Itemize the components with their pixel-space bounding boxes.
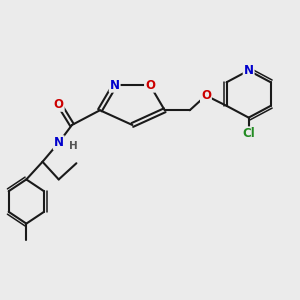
Text: H: H bbox=[69, 141, 78, 151]
Text: N: N bbox=[54, 136, 64, 149]
Text: N: N bbox=[244, 64, 254, 77]
Text: N: N bbox=[110, 79, 120, 92]
Text: O: O bbox=[145, 79, 155, 92]
Text: Cl: Cl bbox=[242, 127, 255, 140]
Text: O: O bbox=[201, 89, 211, 102]
Text: O: O bbox=[54, 98, 64, 111]
